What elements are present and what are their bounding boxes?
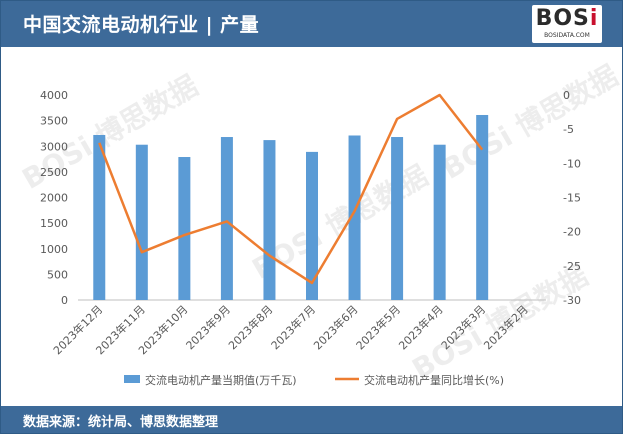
- bar: [93, 134, 106, 300]
- bar: [220, 137, 233, 300]
- x-axis-tick-label: 2023年5月: [353, 302, 403, 352]
- x-axis-tick-label: 2023年3月: [438, 302, 488, 352]
- x-axis-tick-label: 2023年7月: [268, 302, 318, 352]
- bar: [476, 114, 489, 300]
- page-title: 中国交流电动机行业 | 产量: [23, 14, 260, 36]
- bar: [306, 151, 318, 300]
- x-axis-tick-label: 2023年4月: [396, 302, 446, 352]
- left-axis-tick-label: 2500: [40, 166, 68, 179]
- right-axis-tick-label: -20: [563, 226, 581, 239]
- left-axis-tick-label: 0: [61, 294, 68, 307]
- x-axis-tick-label: 2023年2月: [481, 302, 531, 352]
- right-axis-tick-label: 0: [563, 89, 570, 102]
- bar: [433, 144, 446, 300]
- legend-bar-swatch: [124, 375, 140, 383]
- right-axis-tick-label: -15: [563, 192, 581, 205]
- footer-bar: 数据来源：统计局、博思数据整理: [1, 406, 622, 433]
- x-axis-tick-label: 2023年9月: [183, 302, 233, 352]
- left-axis-tick-label: 3000: [40, 140, 68, 153]
- bar: [135, 144, 148, 300]
- right-axis-tick-label: -30: [563, 294, 581, 307]
- brand-logo: BOSi BOSIDATA.COM: [532, 5, 602, 43]
- source-note: 数据来源：统计局、博思数据整理: [23, 415, 219, 430]
- x-axis-tick-label: 2023年8月: [225, 302, 275, 352]
- left-axis-tick-label: 2000: [40, 192, 68, 205]
- header-bar: 中国交流电动机行业 | 产量 BOSi BOSIDATA.COM: [1, 1, 622, 47]
- left-axis-tick-label: 3500: [40, 115, 68, 128]
- logo-mark: BOSi: [535, 6, 599, 31]
- bar: [178, 157, 191, 300]
- line-series: [98, 93, 484, 285]
- left-axis-tick-label: 4000: [40, 89, 68, 102]
- left-axis-tick-label: 500: [47, 268, 68, 281]
- bar: [391, 137, 404, 300]
- x-axis-tick-label: 2023年6月: [310, 302, 360, 352]
- logo-subtext: BOSIDATA.COM: [544, 32, 590, 39]
- bar: [263, 140, 276, 300]
- combo-chart: 0 500 1000 1500 2000 2500 3000 3500 4000 0 -5 -10 -1…: [40, 89, 581, 387]
- left-axis-tick-label: 1500: [40, 217, 68, 230]
- legend-bar-label: 交流电动机产量当期值(万千瓦): [145, 373, 297, 387]
- legend-line-label: 交流电动机产量同比增长(%): [364, 373, 504, 387]
- right-axis-tick-label: -10: [563, 157, 581, 170]
- right-axis-tick-label: -25: [563, 260, 581, 273]
- bar: [348, 135, 361, 300]
- right-axis-tick-label: -5: [563, 123, 574, 136]
- left-axis-tick-label: 1000: [40, 243, 68, 256]
